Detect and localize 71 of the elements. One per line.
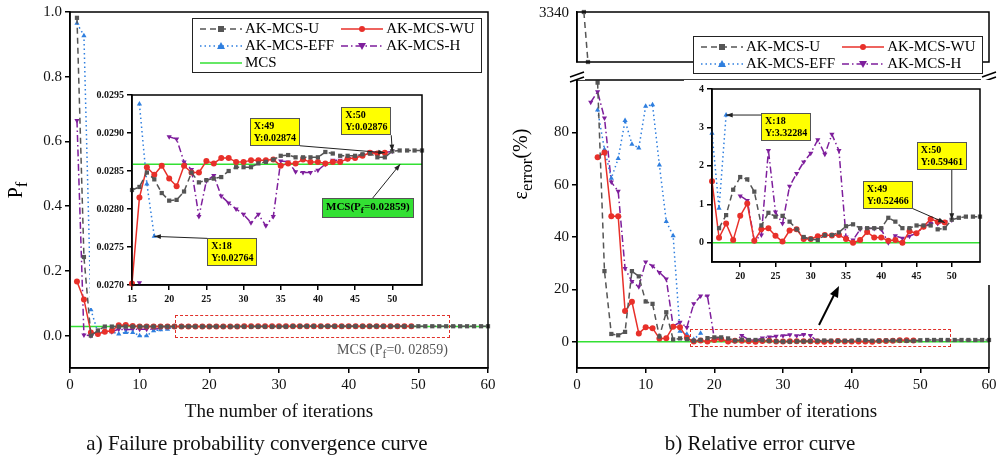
y-tick-label: 0.8 bbox=[43, 67, 62, 84]
x-tick-label: 45 bbox=[350, 292, 361, 304]
x-tick-label: 15 bbox=[127, 292, 137, 304]
x-tick-label: 0 bbox=[66, 375, 74, 392]
x-tick-label: 40 bbox=[341, 375, 357, 392]
text: 3340 bbox=[539, 3, 569, 21]
y-tick-label: 0.2 bbox=[43, 261, 62, 278]
legend-label: AK-MCS-EFF bbox=[245, 37, 335, 54]
y-tick-label: 3 bbox=[699, 121, 704, 133]
x-tick-label: 10 bbox=[638, 375, 654, 392]
x-tick-label: 50 bbox=[410, 375, 426, 392]
annotation: X:49 Y:0.52466 bbox=[862, 180, 913, 209]
x-tick-label: 0 bbox=[573, 375, 581, 392]
x-tick-label: 45 bbox=[911, 269, 922, 281]
x-tick-label: 30 bbox=[238, 292, 249, 304]
legend-label: AK-MCS-WU bbox=[887, 38, 976, 55]
y-tick-label: 0.0270 bbox=[96, 278, 124, 290]
y-tick-label: 0.0290 bbox=[96, 126, 124, 138]
x-tick-label: 40 bbox=[844, 375, 860, 392]
annotation: X:18 Y:3.32284 bbox=[761, 113, 812, 142]
y-tick-label: 0 bbox=[561, 332, 569, 349]
y-tick-label: 0.0 bbox=[43, 326, 62, 343]
x-tick-label: 25 bbox=[770, 269, 781, 281]
annotation: X:18 Y:0.02764 bbox=[207, 238, 258, 267]
x-tick-label: 50 bbox=[946, 269, 957, 281]
x-tick-label: 35 bbox=[841, 269, 851, 281]
y-tick-label: 0.4 bbox=[43, 197, 63, 214]
y-tick-label: 1 bbox=[699, 197, 704, 209]
y-tick-label: 80 bbox=[554, 123, 569, 140]
y-tick-label: 0.6 bbox=[43, 132, 63, 149]
x-tick-label: 10 bbox=[132, 375, 148, 392]
x-tick-label: 30 bbox=[271, 375, 287, 392]
legend-label: MCS bbox=[245, 54, 277, 71]
y-tick-label: 4 bbox=[699, 82, 704, 94]
x-tick-label: 50 bbox=[912, 375, 928, 392]
y-tick-label: 0.0295 bbox=[96, 88, 124, 100]
y-tick-label: 0 bbox=[699, 236, 704, 248]
legend-label: AK-MCS-H bbox=[887, 55, 962, 72]
x-tick-label: 35 bbox=[275, 292, 286, 304]
annotation: X:50 Y:0.02876 bbox=[341, 107, 392, 136]
y-tick-label: 2 bbox=[699, 159, 704, 171]
x-tick-label: 20 bbox=[164, 292, 175, 304]
legend-label: AK-MCS-U bbox=[245, 20, 320, 37]
text: b) Relative error curve bbox=[664, 430, 856, 455]
legend-label: AK-MCS-EFF bbox=[746, 55, 836, 72]
y-tick-label: 1.0 bbox=[43, 2, 62, 19]
x-tick-label: 50 bbox=[387, 292, 398, 304]
x-tick-label: 40 bbox=[312, 292, 323, 304]
y-tick-label: 60 bbox=[554, 175, 569, 192]
x-axis-title: The number of iterations bbox=[688, 400, 878, 422]
x-tick-label: 60 bbox=[981, 375, 997, 392]
ref-line-label: MCS(P$_{f}$=0.02859) bbox=[322, 198, 414, 219]
x-tick-label: 25 bbox=[201, 292, 212, 304]
x-tick-label: 30 bbox=[775, 375, 791, 392]
y-tick-label: 40 bbox=[554, 228, 569, 245]
y-tick-label: 0.0285 bbox=[96, 164, 124, 176]
x-axis-title: The number of iterations bbox=[184, 400, 374, 422]
legend-label: AK-MCS-U bbox=[746, 38, 821, 55]
y-tick-label: 0.0275 bbox=[96, 240, 124, 252]
legend-label: AK-MCS-WU bbox=[386, 20, 475, 37]
x-tick-label: 20 bbox=[735, 269, 746, 281]
x-tick-label: 60 bbox=[480, 375, 496, 392]
text: a) Failure probability convergence curve bbox=[86, 430, 428, 455]
x-tick-label: 20 bbox=[201, 375, 217, 392]
x-tick-label: 30 bbox=[805, 269, 816, 281]
annotation: X:49 Y:0.02874 bbox=[249, 117, 300, 146]
y-tick-label: 0.0280 bbox=[96, 202, 124, 214]
annotation: X:50 Y:0.59461 bbox=[916, 141, 967, 170]
annotation: MCS (P$_{f}$=0. 02859) bbox=[337, 342, 448, 361]
x-tick-label: 40 bbox=[876, 269, 887, 281]
legend-label: AK-MCS-H bbox=[386, 37, 461, 54]
